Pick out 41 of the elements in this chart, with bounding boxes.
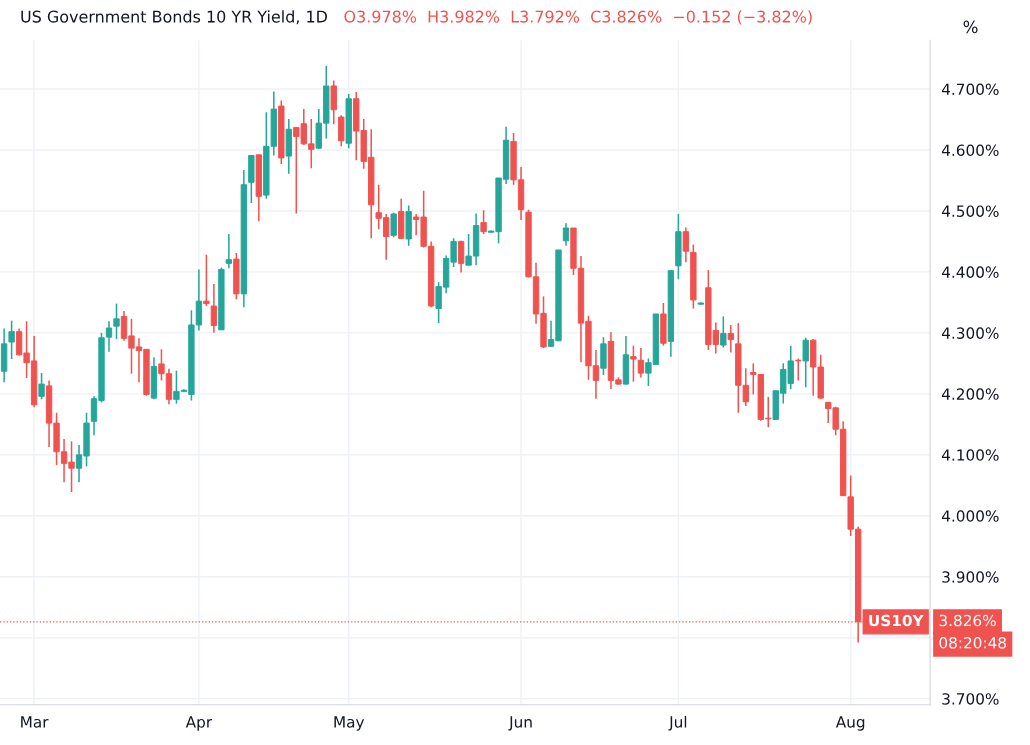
- candlestick: [480, 209, 487, 235]
- chart-subtitle: O3.978% H3.982% L3.792% C3.826% −0.152 (−3.82%): [344, 10, 812, 25]
- candlestick: [727, 324, 734, 354]
- candlestick: [562, 222, 570, 247]
- candlestick: [203, 254, 210, 307]
- candlestick: [338, 114, 345, 148]
- x-tick-label: Jun: [508, 716, 532, 731]
- candlestick: [795, 357, 802, 382]
- x-tick-label: Mar: [21, 716, 49, 728]
- candlestick: [113, 302, 120, 340]
- y-tick-label: 3.900%: [942, 571, 999, 583]
- y-tick-label: 4.200%: [941, 388, 999, 400]
- candlestick: [8, 319, 15, 360]
- y-tick-label: 4.400%: [941, 266, 999, 278]
- candlestick: [802, 336, 809, 388]
- candlestick: [682, 226, 690, 263]
- candlestick: [630, 344, 637, 383]
- x-tick-label: Apr: [185, 716, 213, 731]
- y-tick-label: 4.100%: [941, 449, 999, 461]
- text: 3.826%: [939, 614, 996, 627]
- ref-line-label: US10Y: [869, 614, 924, 627]
- y-tick-label: 4.300%: [941, 327, 999, 339]
- x-tick-label: Aug: [835, 716, 865, 731]
- y-tick-label: 4.500%: [941, 205, 999, 217]
- candlestick: [38, 372, 45, 401]
- y-tick-label: 4.700%: [941, 83, 999, 96]
- candlestick: [637, 347, 645, 379]
- y-axis-title: %: [963, 20, 978, 34]
- y-tick-label: 4.000%: [941, 510, 999, 522]
- x-tick-label: Jul: [668, 715, 687, 731]
- candlestick: [330, 79, 337, 126]
- y-tick-label: 4.600%: [941, 144, 999, 156]
- candlestick: [457, 240, 465, 274]
- candlestick: [720, 315, 727, 349]
- candlestick: [210, 283, 218, 334]
- chart-title: US Government Bonds 10 YR Yield, 1D: [21, 10, 327, 25]
- candlestick: [390, 212, 397, 238]
- text: 08:20:48: [939, 636, 1006, 649]
- candlestick: [225, 233, 233, 270]
- x-tick-label: May: [334, 716, 365, 731]
- y-tick-label: 3.700%: [942, 693, 999, 705]
